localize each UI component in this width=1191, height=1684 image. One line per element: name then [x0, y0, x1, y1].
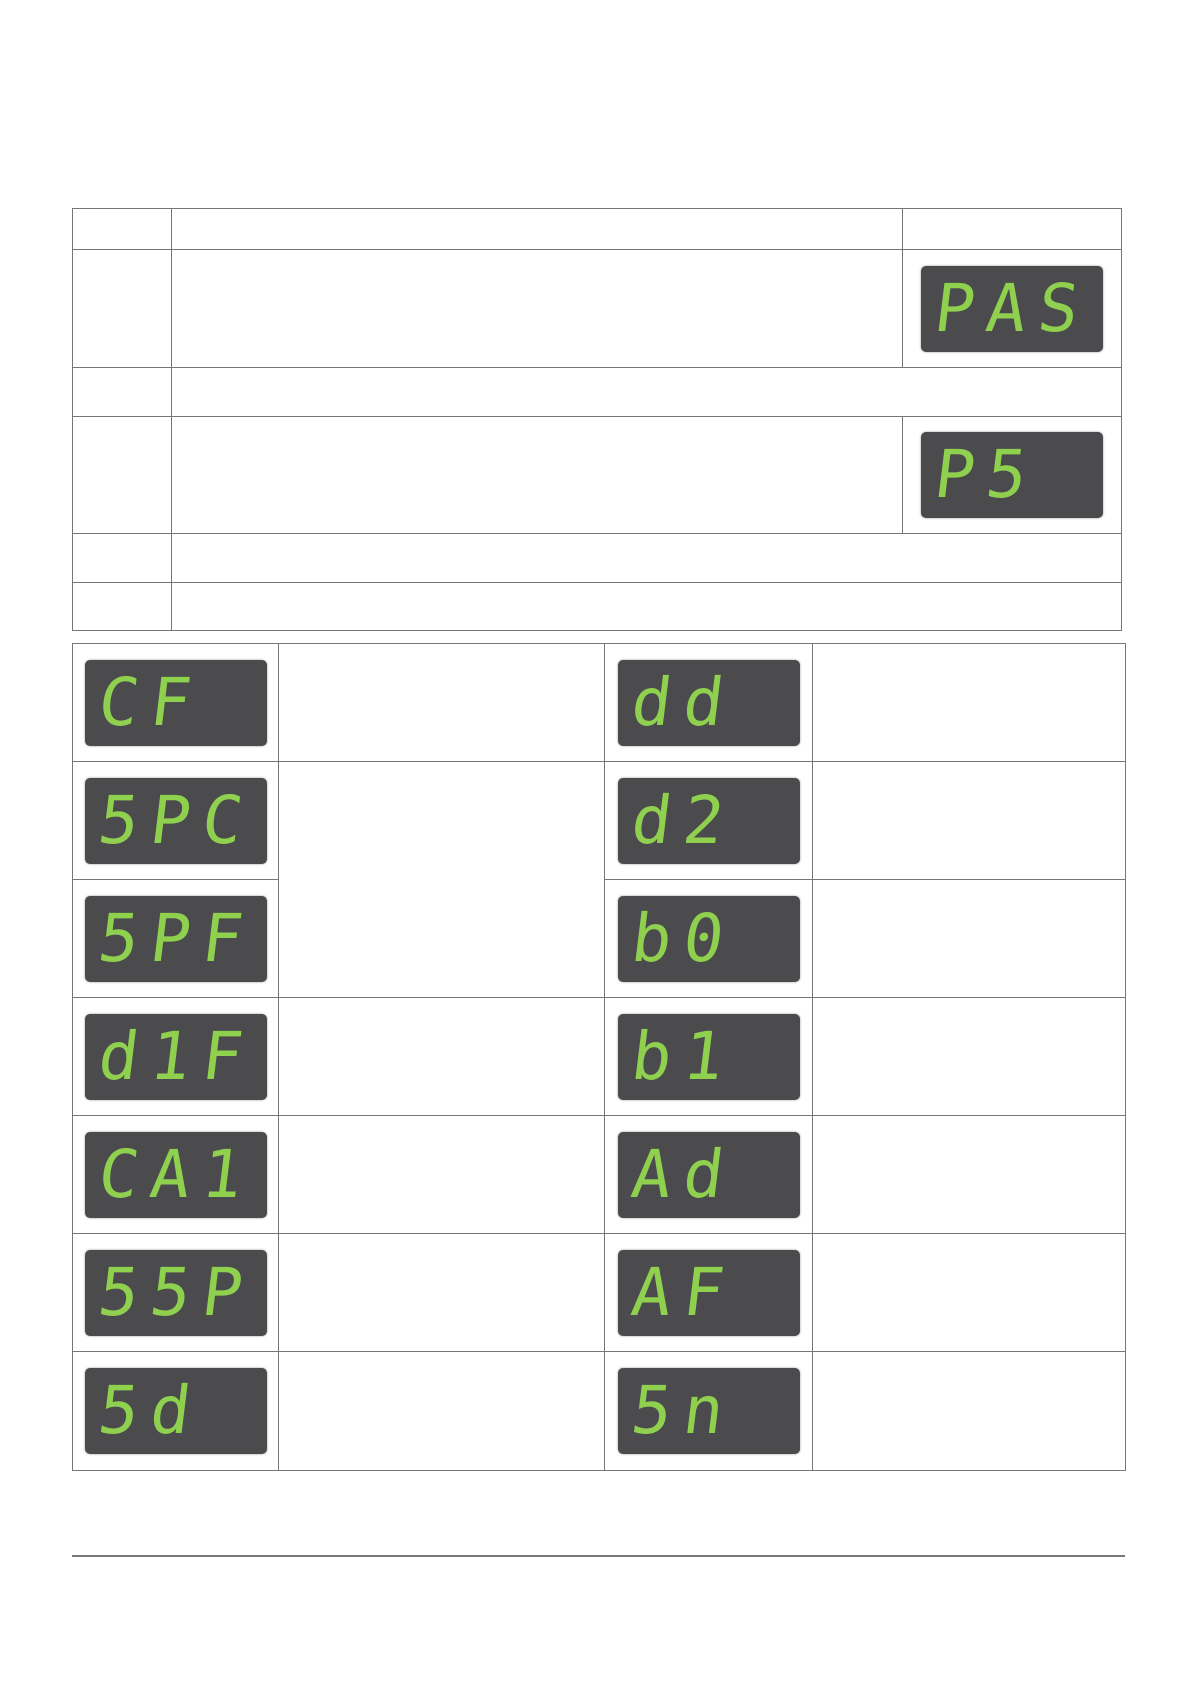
description-cell — [278, 997, 605, 1116]
table-row: d1F b1 — [72, 997, 1126, 1116]
table-row: 55P AF — [72, 1233, 1126, 1352]
lcd-text: d2 — [626, 781, 740, 859]
lcd-display: 5PF — [84, 895, 267, 982]
lcd-text: b0 — [626, 899, 740, 977]
description-cell — [812, 643, 1126, 762]
lcd-display-password-set: P5 — [921, 432, 1103, 518]
lcd-display: AF — [617, 1249, 800, 1336]
description-cell — [812, 1351, 1126, 1471]
lcd-display: Ad — [617, 1131, 800, 1218]
lcd-display: 5PC — [84, 777, 267, 864]
table-row: CF dd — [72, 643, 1126, 762]
table-row: PAS — [72, 249, 1122, 368]
lcd-display: b1 — [617, 1013, 800, 1100]
lcd-text: 5PF — [93, 899, 259, 977]
lcd-text: 55P — [93, 1253, 259, 1331]
lcd-display: CA1 — [84, 1131, 267, 1218]
lcd-text: b1 — [626, 1017, 740, 1095]
description-cell — [278, 643, 605, 762]
table-header-row — [72, 208, 1122, 250]
lcd-text: CF — [93, 663, 207, 741]
description-cell — [812, 997, 1126, 1116]
lcd-text: PAS — [930, 269, 1096, 347]
table-row — [72, 533, 1122, 583]
lcd-display: b0 — [617, 895, 800, 982]
description-cell — [278, 1233, 605, 1352]
lcd-display-password: PAS — [921, 265, 1103, 352]
table-row — [72, 582, 1122, 631]
description-cell — [812, 1115, 1126, 1234]
lcd-text: AF — [626, 1253, 740, 1331]
lcd-display: d1F — [84, 1013, 267, 1100]
lcd-text: CA1 — [93, 1135, 259, 1213]
code-grid-table: CF dd 5PC d2 5PF b0 d1F b1 CA1 Ad 55P AF 5d 5n — [72, 643, 1126, 1471]
description-cell — [812, 1233, 1126, 1352]
lcd-text: 5d — [93, 1372, 207, 1449]
lcd-display: 55P — [84, 1249, 267, 1336]
lcd-text: dd — [626, 663, 740, 741]
lcd-display: CF — [84, 659, 267, 746]
lcd-text: 5n — [626, 1372, 740, 1449]
description-cell — [812, 761, 1126, 880]
table-row — [72, 367, 1122, 417]
lcd-text: 5PC — [93, 781, 259, 859]
description-cell — [278, 1115, 605, 1234]
lcd-display: dd — [617, 659, 800, 746]
table-row: 5PF b0 — [72, 879, 1126, 998]
table-row: P5 — [72, 416, 1122, 534]
table-row: 5PC d2 — [72, 761, 1126, 998]
lcd-display: 5n — [617, 1368, 800, 1454]
lcd-display: d2 — [617, 777, 800, 864]
description-cell — [812, 879, 1126, 998]
lcd-display: 5d — [84, 1368, 267, 1454]
table-row: CA1 Ad — [72, 1115, 1126, 1234]
lcd-text: Ad — [626, 1135, 740, 1213]
table-row: 5d 5n — [72, 1351, 1126, 1471]
lcd-text: P5 — [930, 436, 1044, 513]
footer-rule — [72, 1555, 1125, 1557]
description-cell — [278, 1351, 605, 1471]
lcd-text: d1F — [93, 1017, 259, 1095]
description-cell — [278, 761, 605, 998]
parameter-table: PAS P5 — [72, 208, 1122, 631]
